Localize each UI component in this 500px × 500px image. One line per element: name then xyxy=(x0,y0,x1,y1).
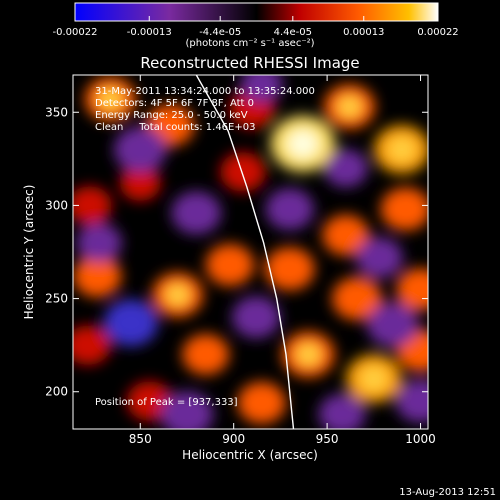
negative-region xyxy=(265,188,314,231)
x-tick-label: 950 xyxy=(316,432,339,446)
emission-source xyxy=(220,152,266,192)
y-axis-title: Heliocentric Y (arcsec) xyxy=(22,185,36,320)
observation-info: 31-May-2011 13:34:24.000 to 13:35:24.000… xyxy=(95,86,315,134)
y-tick-label: 350 xyxy=(45,105,68,119)
colorbar-unit-label: (photons cm⁻² s⁻¹ asec⁻²) xyxy=(185,38,315,49)
colorbar-ticks: -0.00022 -0.00013 -4.4e-05 4.4e-05 0.00013 0.… xyxy=(53,16,459,38)
emission-core xyxy=(295,343,321,366)
emission-source xyxy=(182,334,230,375)
negative-region xyxy=(232,296,281,339)
negative-region xyxy=(103,299,158,347)
x-tick-label: 1000 xyxy=(405,432,436,446)
observation-time-range: 31-May-2011 13:34:24.000 to 13:35:24.000 xyxy=(95,86,315,97)
emission-source xyxy=(322,214,370,256)
emission-source xyxy=(380,187,428,231)
negative-region xyxy=(160,391,214,429)
negative-region xyxy=(76,223,122,263)
footer-timestamp: 13-Aug-2013 12:51 xyxy=(399,487,496,498)
negative-region xyxy=(318,393,366,429)
negative-region xyxy=(356,237,403,278)
emission-source xyxy=(119,165,161,201)
colorbar xyxy=(74,2,439,22)
x-tick-label: 900 xyxy=(222,432,245,446)
emission-source xyxy=(73,325,111,365)
emission-source xyxy=(332,277,382,321)
emission-core xyxy=(287,129,319,158)
y-tick-label: 250 xyxy=(45,292,68,306)
emission-source xyxy=(73,255,122,298)
colorbar-tick-label: -0.00022 xyxy=(53,27,98,38)
energy-range-info: Energy Range: 25.0 - 50.0 keV xyxy=(95,110,248,121)
heatmap-image xyxy=(73,75,428,429)
negative-region xyxy=(240,75,283,103)
axis-ticks: 850 900 950 1000 200 250 300 350 xyxy=(45,75,436,446)
solar-limb-curve xyxy=(195,75,295,429)
y-tick-label: 300 xyxy=(45,198,68,212)
colorbar-tick-label: 0.00022 xyxy=(417,27,458,38)
emission-source xyxy=(396,268,428,311)
colorbar-tick-label: -0.00013 xyxy=(127,27,172,38)
x-tick-label: 850 xyxy=(129,432,152,446)
negative-region xyxy=(395,379,428,423)
clean-total-counts: Clean Total counts: 1.46E+03 xyxy=(95,122,256,133)
colorbar-tick-label: -4.4e-05 xyxy=(199,27,241,38)
negative-region xyxy=(323,149,368,188)
negative-region xyxy=(114,126,167,173)
emission-core xyxy=(360,366,388,391)
emission-source xyxy=(205,244,254,286)
plot-frame xyxy=(72,74,429,430)
negative-region xyxy=(366,302,419,348)
x-axis-title: Heliocentric X (arcsec) xyxy=(182,448,318,462)
emission-core xyxy=(388,137,416,162)
y-tick-label: 200 xyxy=(45,385,68,399)
emission-source xyxy=(73,186,112,225)
detectors-info: Detectors: 4F 5F 6F 7F 8F, Att 0 xyxy=(95,98,255,109)
emission-core xyxy=(98,88,123,111)
emission-core xyxy=(165,283,190,306)
chart-title: Reconstructed RHESSI Image xyxy=(140,54,359,72)
emission-source xyxy=(237,381,286,424)
colorbar-tick-label: 4.4e-05 xyxy=(274,27,312,38)
peak-position-label: Position of Peak = [937,333] xyxy=(95,397,238,408)
emission-source xyxy=(264,247,315,291)
emission-core xyxy=(337,95,362,118)
negative-region xyxy=(171,191,222,235)
colorbar-tick-label: 0.00013 xyxy=(343,27,384,38)
